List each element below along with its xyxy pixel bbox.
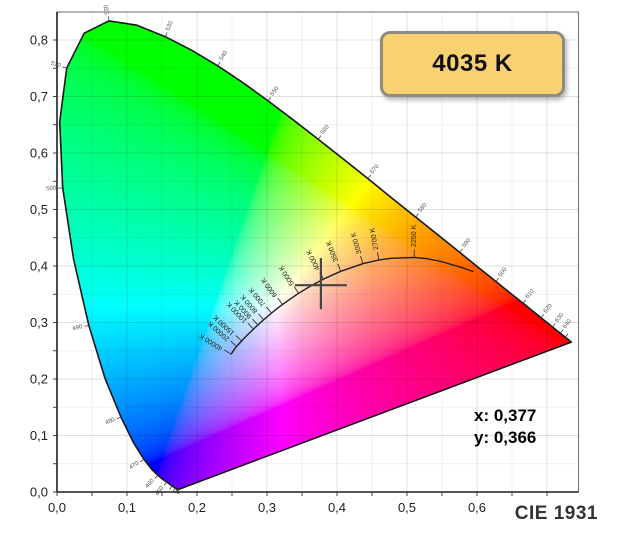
x-axis-tick-label: 0,2 [188,500,206,515]
y-axis-tick-label: 0,6 [30,146,48,161]
x-axis-tick-label: 0,1 [118,500,136,515]
cct-badge: 4035 K [380,31,565,97]
y-axis-tick-label: 0,7 [30,89,48,104]
x-axis-tick-label: 0,5 [398,500,416,515]
x-axis-tick-label: 0,3 [258,500,276,515]
y-axis-tick-label: 0,3 [30,315,48,330]
xy-readout: x: 0,377 y: 0,366 [474,405,536,449]
diagram-title: CIE 1931 [514,503,598,524]
x-axis-tick-label: 0,0 [48,500,66,515]
y-axis-tick-label: 0,8 [30,33,48,48]
readout-x: x: 0,377 [474,406,537,425]
y-axis-tick-label: 0,1 [30,428,48,443]
y-axis-labels: 0,0 0,1 0,2 0,3 0,4 0,5 0,6 0,7 0,8 [30,33,48,500]
x-axis-labels: 0,0 0,1 0,2 0,3 0,4 0,5 0,6 [48,500,486,515]
x-axis-tick-label: 0,6 [468,500,486,515]
readout-y: y: 0,366 [474,428,537,447]
x-axis-tick-label: 0,4 [328,500,346,515]
y-axis-tick-label: 0,5 [30,202,48,217]
y-axis-tick-label: 0,2 [30,372,48,387]
wavelength-label: 500 [46,185,57,192]
y-axis-tick-label: 0,4 [30,259,48,274]
cct-value: 4035 K [432,50,513,77]
y-axis-tick-label: 0,0 [30,485,48,500]
